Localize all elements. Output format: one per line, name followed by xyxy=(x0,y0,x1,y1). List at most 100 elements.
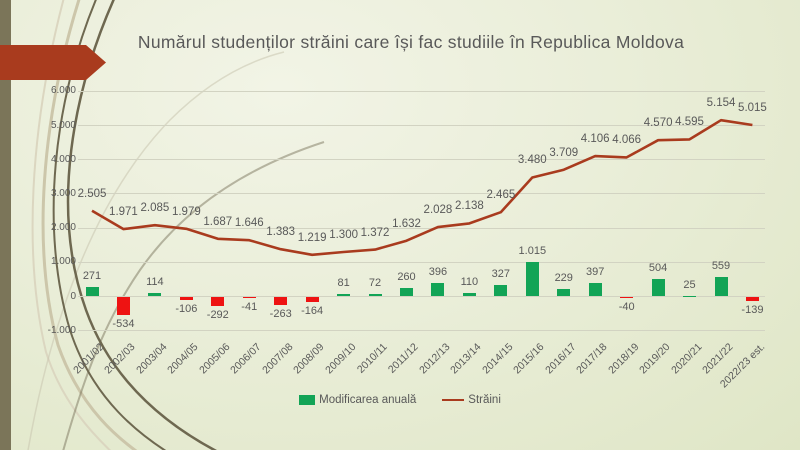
x-axis-tick-label: 2012/13 xyxy=(417,341,453,377)
x-axis-tick-label: 2005/06 xyxy=(196,341,233,377)
line-value-label: 1.687 xyxy=(203,215,233,228)
bar-value-label: -534 xyxy=(112,317,135,330)
x-axis-tick-label: 2006/07 xyxy=(228,341,264,377)
chart-legend: Modificarea anuală Străini xyxy=(0,394,800,406)
x-axis-tick-label: 2016/17 xyxy=(542,341,579,377)
bar-value-label: 397 xyxy=(586,265,605,278)
bar-2012/13 xyxy=(431,282,445,297)
line-value-label: 1.646 xyxy=(234,217,264,230)
bar-2015/16 xyxy=(525,261,539,297)
line-value-label: 2.505 xyxy=(77,187,107,200)
y-axis-tick-label: 2.000 xyxy=(50,222,76,234)
line-value-label: 4.106 xyxy=(580,133,610,146)
bar-value-label: -106 xyxy=(175,303,198,316)
y-axis-tick-label: 3.000 xyxy=(50,187,76,199)
bar-2006/07 xyxy=(242,296,256,298)
bar-2003/04 xyxy=(148,292,162,297)
x-axis-tick-label: 2017/18 xyxy=(574,341,610,377)
side-band xyxy=(0,0,11,450)
x-axis-tick-label: 2002/03 xyxy=(102,341,138,377)
legend-line-swatch-icon xyxy=(442,398,465,402)
gridline xyxy=(78,193,765,195)
bar-value-label: 110 xyxy=(460,275,479,288)
bar-value-label: 114 xyxy=(146,275,164,288)
line-value-label: 4.595 xyxy=(675,116,704,129)
bar-2020/21 xyxy=(683,295,697,297)
x-axis-tick-label: 2009/10 xyxy=(322,341,359,377)
line-value-label: 1.300 xyxy=(329,229,358,242)
bar-value-label: -139 xyxy=(741,304,764,317)
line-value-label: 1.383 xyxy=(266,226,296,239)
bar-2002/03 xyxy=(116,296,130,315)
y-axis-tick-label: -1.000 xyxy=(47,324,76,336)
bar-value-label: -40 xyxy=(618,300,635,313)
line-value-label: 1.971 xyxy=(109,206,138,219)
x-axis-tick-label: 2004/05 xyxy=(165,341,201,377)
line-value-label: 3.480 xyxy=(517,154,547,167)
bar-2022/23 est. xyxy=(745,296,759,302)
x-axis-tick-label: 2014/15 xyxy=(480,341,516,377)
gridline xyxy=(78,261,765,263)
line-value-label: 2.028 xyxy=(423,204,453,217)
x-axis-tick-label: 2001/02 xyxy=(71,341,107,377)
legend-item-foreigners: Străini xyxy=(442,394,501,406)
line-value-label: 2.465 xyxy=(486,189,516,202)
bar-2013/14 xyxy=(462,292,476,297)
gridline xyxy=(78,159,765,161)
bar-2001/02 xyxy=(85,287,99,297)
line-value-label: 5.015 xyxy=(738,101,767,114)
line-value-label: 3.709 xyxy=(549,146,579,159)
y-axis-tick-label: 4.000 xyxy=(50,153,76,165)
bar-value-label: 229 xyxy=(554,271,573,284)
x-axis-tick-label: 2020/21 xyxy=(668,341,705,377)
line-value-label: 1.372 xyxy=(360,226,390,239)
bar-2004/05 xyxy=(179,296,193,301)
x-axis-tick-label: 2003/04 xyxy=(134,341,170,377)
bar-value-label: -164 xyxy=(301,305,324,318)
line-value-label: 1.219 xyxy=(297,231,327,244)
y-axis-tick-label: 0 xyxy=(70,290,76,302)
bar-value-label: 504 xyxy=(648,262,668,275)
line-value-label: 2.138 xyxy=(455,200,484,213)
line-value-label: 5.154 xyxy=(706,97,736,110)
bar-2010/11 xyxy=(368,294,382,297)
bar-value-label: 72 xyxy=(368,277,382,290)
bar-value-label: 271 xyxy=(82,270,102,283)
bar-value-label: 396 xyxy=(428,265,448,278)
bar-value-label: 327 xyxy=(491,268,511,281)
gridline xyxy=(78,296,765,297)
bar-2009/10 xyxy=(337,293,351,297)
bar-2005/06 xyxy=(211,296,225,307)
bar-value-label: 81 xyxy=(337,276,350,289)
y-axis-tick-label: 1.000 xyxy=(50,256,76,268)
bar-value-label: -292 xyxy=(206,309,229,322)
line-value-label: 1.632 xyxy=(392,217,421,230)
y-axis-tick-label: 5.000 xyxy=(50,119,76,131)
x-axis-tick-label: 2015/16 xyxy=(511,341,547,377)
bar-2011/12 xyxy=(400,287,413,297)
x-axis-tick-label: 2007/08 xyxy=(259,341,296,377)
x-axis-tick-label: 2010/11 xyxy=(354,341,390,376)
bar-2008/09 xyxy=(305,296,319,303)
line-value-label: 2.085 xyxy=(140,202,170,215)
bar-2019/20 xyxy=(651,279,665,297)
legend-label-foreigners: Străini xyxy=(468,394,501,406)
gridline xyxy=(78,330,765,332)
bar-value-label: 260 xyxy=(397,270,416,283)
x-axis-tick-label: 2013/14 xyxy=(448,341,484,377)
legend-bar-swatch-icon xyxy=(299,395,316,405)
x-axis-tick-label: 2008/09 xyxy=(291,341,327,377)
bar-2021/22 xyxy=(714,277,728,297)
line-value-label: 4.066 xyxy=(612,134,642,147)
legend-label-annual-change: Modificarea anuală xyxy=(319,394,417,406)
bar-value-label: 25 xyxy=(683,278,696,291)
bar-2018/19 xyxy=(620,296,634,298)
bar-2014/15 xyxy=(494,285,508,297)
bar-value-label: -41 xyxy=(241,300,258,313)
x-axis-tick-label: 2019/20 xyxy=(637,341,673,377)
gridline xyxy=(78,90,765,92)
bar-2007/08 xyxy=(274,296,288,306)
x-axis-tick-label: 2018/19 xyxy=(605,341,642,377)
